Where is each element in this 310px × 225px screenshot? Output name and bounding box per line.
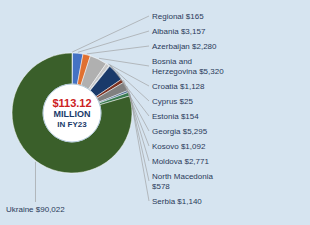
leader-line	[72, 16, 149, 52]
slice-label: Regional $165	[152, 12, 204, 21]
leader-line	[99, 58, 149, 66]
leader-line	[35, 162, 36, 202]
slice-label: Croatia $1,128	[152, 82, 205, 91]
center-text: IN FY23	[57, 120, 87, 129]
slice-label: North Macedonia$578	[152, 172, 213, 191]
slice-label: Kosovo $1,092	[152, 142, 206, 151]
center-circle	[43, 84, 101, 142]
slice	[12, 53, 132, 173]
center-text: MILLION	[54, 109, 91, 119]
slice-label: Cyprus $25	[152, 97, 193, 106]
slice-label: Serbia $1,140	[152, 197, 202, 206]
slice-label: Georgia $5,295	[152, 127, 208, 136]
slices	[12, 53, 132, 173]
leader-line	[87, 46, 149, 54]
slice-label: Azerbaijan $2,280	[152, 42, 217, 51]
leader-line	[78, 31, 149, 52]
leader-line	[110, 65, 149, 116]
slice-label: Ukraine $90,022	[6, 205, 65, 214]
slice-label: Albania $3,157	[152, 27, 206, 36]
slice-label: Moldova $2,771	[152, 157, 209, 166]
leader-lines	[35, 16, 149, 202]
chart: $113.12MILLIONIN FY23 Regional $165 Albani…	[0, 0, 310, 225]
labels: Regional $165 Albania $3,157 Azerbaijan $2…	[6, 12, 224, 214]
center-text: $113.12	[52, 97, 91, 109]
leader-line	[123, 80, 149, 146]
leader-line	[130, 94, 149, 201]
slice-label: Estonia $154	[152, 112, 199, 121]
slice-label: Bosnia andHerzegovina $5,320	[152, 57, 224, 76]
background	[0, 0, 310, 225]
leader-line	[117, 72, 149, 131]
